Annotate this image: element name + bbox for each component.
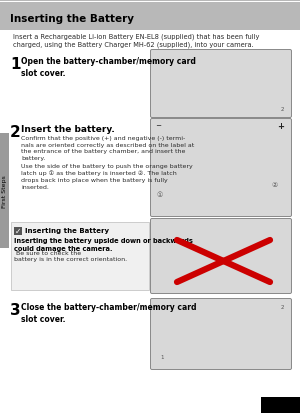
Text: Insert a Rechargeable Li-ion Battery EN-EL8 (supplied) that has been fully: Insert a Rechargeable Li-ion Battery EN-… — [13, 34, 260, 40]
Text: ②: ② — [272, 182, 278, 188]
Text: charged, using the Battery Charger MH-62 (supplied), into your camera.: charged, using the Battery Charger MH-62… — [13, 41, 254, 47]
Text: ─: ─ — [156, 123, 160, 129]
Text: Inserting the Battery: Inserting the Battery — [10, 14, 134, 24]
Bar — [261, 397, 300, 413]
Text: Open the battery-chamber/memory card
slot cover.: Open the battery-chamber/memory card slo… — [21, 57, 196, 78]
Text: +: + — [277, 122, 284, 131]
FancyBboxPatch shape — [151, 299, 292, 370]
FancyBboxPatch shape — [151, 50, 292, 118]
Text: ✓: ✓ — [15, 226, 21, 235]
Text: Inserting the battery upside down or backwards
could damage the camera.: Inserting the battery upside down or bac… — [14, 238, 193, 252]
FancyBboxPatch shape — [151, 218, 292, 294]
Text: 1: 1 — [160, 355, 164, 360]
Text: Inserting the Battery: Inserting the Battery — [25, 228, 109, 234]
Text: 2: 2 — [280, 107, 284, 112]
Text: Close the battery-chamber/memory card
slot cover.: Close the battery-chamber/memory card sl… — [21, 303, 196, 325]
Bar — [11, 222, 149, 290]
Bar — [0, 0, 300, 2]
FancyBboxPatch shape — [151, 119, 292, 216]
Text: First Steps: First Steps — [2, 176, 7, 209]
Bar — [0, 133, 9, 248]
Bar — [0, 0, 300, 30]
Bar — [14, 227, 22, 235]
Text: 2: 2 — [280, 305, 284, 310]
Text: ①: ① — [157, 192, 163, 198]
Text: 3: 3 — [10, 303, 21, 318]
Text: Be sure to check the
battery is in the correct orientation.: Be sure to check the battery is in the c… — [14, 251, 127, 262]
Text: Confirm that the positive (+) and negative (-) termi-
nals are oriented correctl: Confirm that the positive (+) and negati… — [21, 136, 194, 161]
Text: Use the side of the battery to push the orange battery
latch up ① as the battery: Use the side of the battery to push the … — [21, 164, 193, 190]
Text: 1: 1 — [10, 57, 20, 72]
Text: 2: 2 — [10, 125, 21, 140]
Text: Insert the battery.: Insert the battery. — [21, 125, 115, 134]
